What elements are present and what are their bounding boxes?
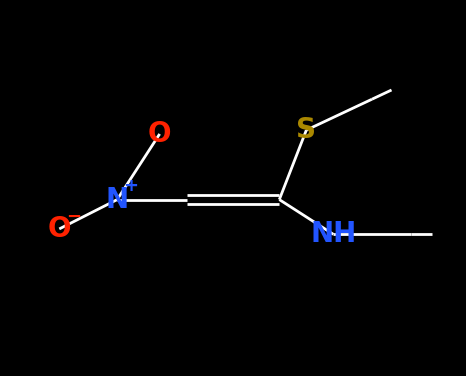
- Text: +: +: [123, 177, 138, 196]
- Text: O: O: [48, 215, 71, 243]
- Text: S: S: [296, 116, 316, 144]
- Text: O: O: [148, 120, 171, 148]
- Text: −: −: [66, 208, 81, 226]
- Text: N: N: [106, 186, 129, 214]
- Text: NH: NH: [310, 220, 356, 248]
